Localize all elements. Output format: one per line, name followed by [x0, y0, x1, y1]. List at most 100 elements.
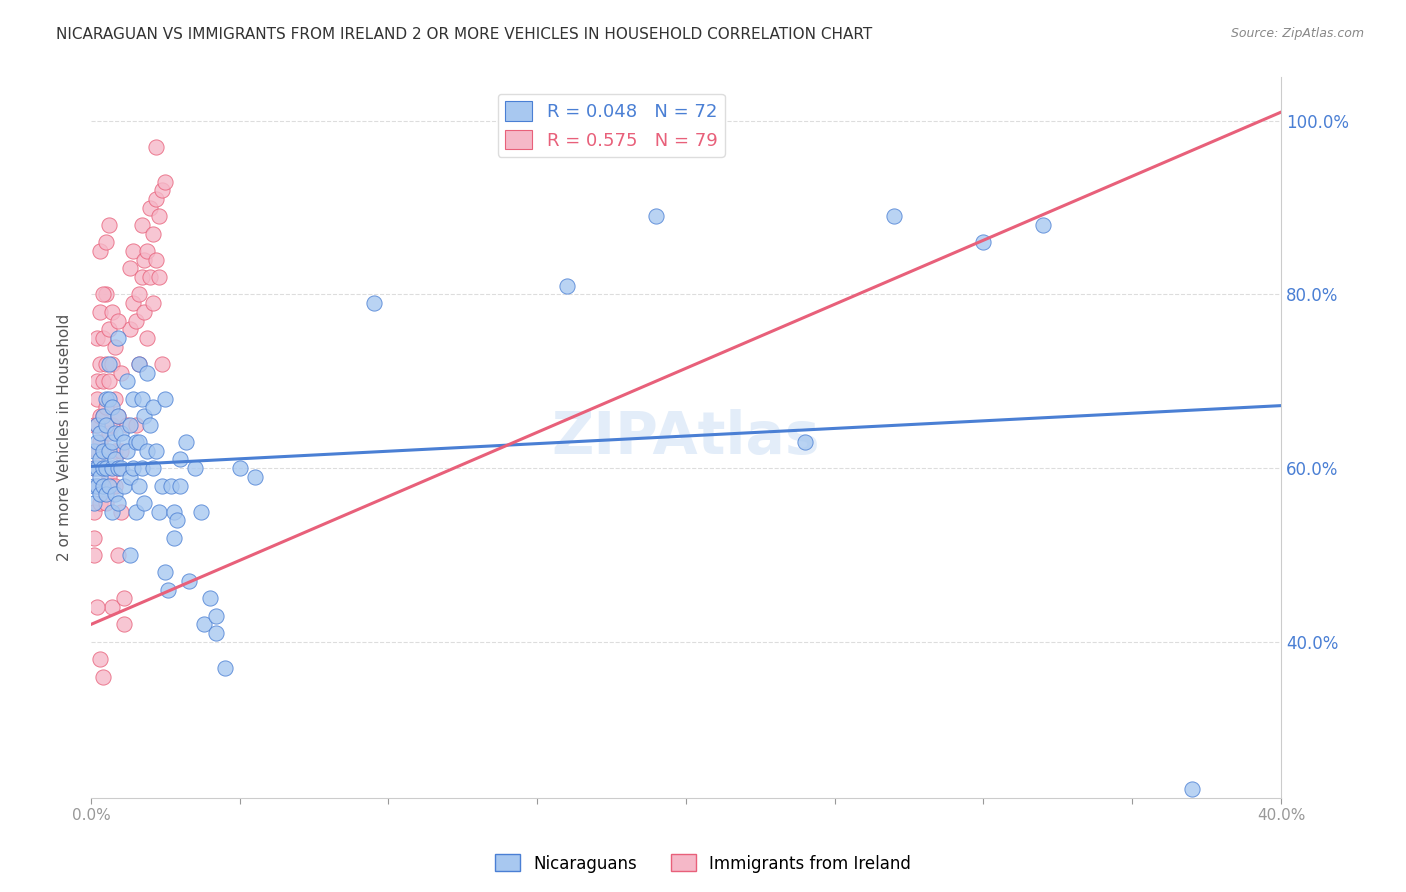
Point	[139, 201, 162, 215]
Point	[110, 443, 132, 458]
Point	[136, 443, 159, 458]
Point	[97, 478, 120, 492]
Point	[83, 496, 105, 510]
Point	[148, 210, 170, 224]
Point	[166, 513, 188, 527]
Point	[100, 401, 122, 415]
Point	[91, 443, 114, 458]
Point	[89, 470, 111, 484]
Point	[128, 357, 150, 371]
Point	[97, 470, 120, 484]
Point	[86, 443, 108, 458]
Point	[139, 270, 162, 285]
Point	[91, 478, 114, 492]
Point	[89, 487, 111, 501]
Point	[89, 357, 111, 371]
Point	[115, 417, 138, 432]
Text: Source: ZipAtlas.com: Source: ZipAtlas.com	[1230, 27, 1364, 40]
Point	[142, 461, 165, 475]
Point	[112, 617, 135, 632]
Point	[134, 496, 156, 510]
Point	[89, 426, 111, 441]
Point	[100, 461, 122, 475]
Point	[107, 409, 129, 423]
Point	[184, 461, 207, 475]
Point	[145, 140, 167, 154]
Point	[163, 504, 186, 518]
Point	[112, 478, 135, 492]
Point	[83, 443, 105, 458]
Point	[124, 435, 146, 450]
Point	[121, 244, 143, 258]
Point	[148, 270, 170, 285]
Point	[128, 357, 150, 371]
Point	[142, 401, 165, 415]
Point	[83, 504, 105, 518]
Point	[83, 548, 105, 562]
Point	[193, 617, 215, 632]
Point	[174, 435, 197, 450]
Point	[555, 278, 578, 293]
Point	[91, 461, 114, 475]
Point	[94, 417, 117, 432]
Point	[118, 548, 141, 562]
Point	[145, 252, 167, 267]
Point	[142, 296, 165, 310]
Point	[118, 261, 141, 276]
Point	[115, 443, 138, 458]
Point	[89, 435, 111, 450]
Point	[110, 461, 132, 475]
Point	[104, 487, 127, 501]
Point	[94, 496, 117, 510]
Point	[83, 461, 105, 475]
Point	[169, 452, 191, 467]
Point	[94, 401, 117, 415]
Point	[134, 252, 156, 267]
Point	[198, 591, 221, 606]
Point	[83, 417, 105, 432]
Point	[104, 478, 127, 492]
Point	[97, 426, 120, 441]
Point	[89, 244, 111, 258]
Point	[136, 244, 159, 258]
Point	[145, 192, 167, 206]
Point	[94, 443, 117, 458]
Point	[104, 392, 127, 406]
Point	[150, 357, 173, 371]
Point	[83, 531, 105, 545]
Point	[94, 461, 117, 475]
Point	[136, 331, 159, 345]
Point	[89, 409, 111, 423]
Point	[1181, 782, 1204, 797]
Point	[150, 478, 173, 492]
Text: NICARAGUAN VS IMMIGRANTS FROM IRELAND 2 OR MORE VEHICLES IN HOUSEHOLD CORRELATIO: NICARAGUAN VS IMMIGRANTS FROM IRELAND 2 …	[56, 27, 873, 42]
Point	[89, 652, 111, 666]
Point	[97, 392, 120, 406]
Point	[205, 608, 228, 623]
Point	[155, 392, 177, 406]
Point	[131, 392, 153, 406]
Point	[100, 417, 122, 432]
Point	[97, 374, 120, 388]
Point	[121, 461, 143, 475]
Point	[86, 461, 108, 475]
Point	[91, 331, 114, 345]
Point	[86, 478, 108, 492]
Point	[112, 435, 135, 450]
Point	[179, 574, 201, 588]
Point	[107, 461, 129, 475]
Point	[115, 374, 138, 388]
Point	[972, 235, 994, 250]
Point	[148, 504, 170, 518]
Point	[97, 443, 120, 458]
Point	[86, 392, 108, 406]
Point	[205, 626, 228, 640]
Point	[94, 392, 117, 406]
Point	[107, 461, 129, 475]
Point	[134, 409, 156, 423]
Point	[169, 478, 191, 492]
Point	[104, 452, 127, 467]
Point	[94, 487, 117, 501]
Point	[97, 357, 120, 371]
Point	[214, 661, 236, 675]
